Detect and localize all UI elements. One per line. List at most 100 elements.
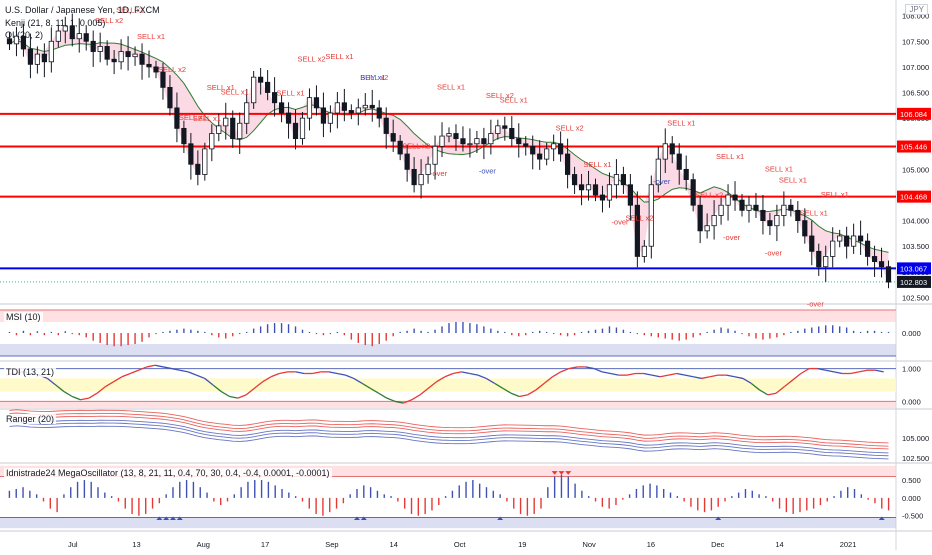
tdi-line-segment [163, 366, 172, 370]
level-label: 103.067 [900, 264, 927, 273]
tdi-line-segment [461, 371, 470, 375]
trade-signal-label: SELL x1 [193, 114, 221, 123]
candle-body [62, 25, 68, 32]
tdi-line-segment [129, 369, 139, 375]
tdi-line-segment [535, 382, 545, 391]
mega-bottom-marker [156, 516, 163, 521]
candle-body [376, 107, 382, 119]
tdi-line-segment [668, 372, 677, 376]
candle-body [683, 168, 689, 181]
mega-bottom-marker [715, 516, 722, 521]
candle-body [509, 127, 515, 140]
x-tick-label: 13 [132, 540, 140, 549]
ranger-band-line [9, 425, 889, 460]
candle-body [278, 102, 285, 114]
tdi-line-segment [154, 364, 164, 368]
candle-body [578, 184, 585, 191]
candle-body [774, 215, 780, 227]
candle-body [341, 102, 347, 111]
kenji-legend: Kenji (21, 8, 11, 1, 0.005) [5, 18, 106, 28]
trade-signal-label: SELL x2 [486, 91, 514, 100]
mega-bottom-marker [163, 516, 170, 521]
candle-body [676, 153, 682, 170]
candle-body [502, 125, 508, 129]
candle-body [725, 194, 731, 206]
tdi-line-segment [88, 392, 98, 399]
tdi-line-segment [850, 371, 860, 375]
x-tick-label: Oct [454, 540, 467, 549]
candle-body [655, 158, 661, 186]
candle-body [76, 33, 82, 40]
tdi-line-segment [113, 376, 123, 383]
mega-lower-band [0, 517, 896, 529]
tdi-line-segment [386, 397, 396, 403]
candle-body [439, 135, 445, 147]
tdi-line-segment [295, 371, 305, 375]
candle-body [558, 143, 564, 155]
price-tick-label: 108.000 [902, 12, 929, 21]
level-label: 105.446 [900, 143, 927, 152]
candle-body [634, 204, 640, 257]
tdi-line-segment [833, 371, 843, 375]
candle-body [844, 235, 850, 247]
candle-body [425, 163, 431, 175]
tdi-line-segment [485, 377, 495, 384]
x-tick-label: 17 [261, 540, 269, 549]
candle-body [446, 133, 452, 137]
trade-signal-label: SELL x1 [716, 152, 744, 161]
candle-body [878, 261, 885, 268]
candle-body [739, 199, 745, 211]
x-tick-label: Jul [68, 540, 78, 549]
ranger-tick-label: 105.000 [902, 434, 929, 443]
tdi-line-segment [270, 372, 280, 378]
trade-signal-label: SELL x2 [556, 123, 584, 132]
candle-body [537, 153, 543, 160]
tdi-mid-band [0, 378, 896, 392]
candle-body [767, 220, 773, 227]
trade-signal-label: SELL x2 [695, 191, 723, 200]
candle-body [125, 51, 131, 58]
tdi-tick-label: 0.000 [902, 397, 921, 406]
tdi-line-segment [552, 371, 562, 378]
x-tick-label: 2021 [840, 540, 857, 549]
trade-signal-label: -over [765, 248, 783, 257]
tdi-line-segment [527, 389, 537, 396]
tdi-line-segment [378, 392, 388, 399]
currency-badge[interactable]: JPY [905, 4, 928, 15]
tdi-line-segment [800, 368, 810, 375]
price-tick-label: 105.000 [902, 165, 929, 174]
tdi-line-segment [593, 367, 603, 373]
candle-body [690, 179, 696, 206]
candle-body [481, 138, 487, 145]
tdi-line-segment [825, 369, 835, 373]
symbol-title: U.S. Dollar / Japanese Yen, 1D, FXCM [5, 5, 160, 15]
trade-signal-label: -over [611, 218, 629, 227]
candle-body [411, 168, 417, 186]
candle-body [111, 58, 117, 63]
trade-signal-label: SELL x1 [207, 83, 235, 92]
tdi-line-segment [254, 381, 264, 389]
x-tick-label: 16 [647, 540, 655, 549]
candle-body [160, 71, 166, 88]
tdi-line-segment [121, 372, 131, 378]
tdi-line-segment [237, 394, 247, 399]
candle-body [823, 256, 829, 268]
trade-signal-label: SELL x1 [179, 113, 207, 122]
tdi-line-segment [585, 366, 595, 370]
tdi-line-segment [312, 371, 321, 375]
candle-body [858, 235, 864, 242]
mega-upper-band [0, 465, 896, 477]
trade-signal-label: SELL x1 [765, 164, 793, 173]
tdi-line-segment [353, 377, 363, 384]
trade-signal-label: SELL x1 [800, 208, 828, 217]
tdi-line-segment [395, 400, 404, 404]
tdi-line-segment [204, 377, 214, 386]
candle-body [348, 110, 354, 114]
tdi-line-segment [453, 371, 462, 375]
mega-bottom-marker [360, 516, 367, 521]
ranger-tick-label: 102.500 [902, 454, 929, 463]
trade-signal-label: SELL x1 [779, 175, 807, 184]
ranger-band-line [9, 412, 889, 447]
